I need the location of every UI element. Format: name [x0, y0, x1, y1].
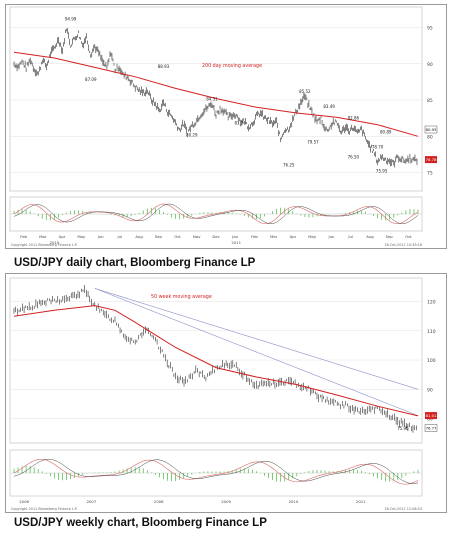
price-label: 78.70	[372, 145, 384, 150]
x-year-label: 2010	[50, 240, 60, 245]
daily-chart-svg: 95 90 85 80 75 200 day moving average 94.99 87.…	[9, 6, 438, 247]
price-label: 94.99	[65, 16, 77, 21]
x-month-label: Jun	[97, 234, 105, 239]
y-tick-label: 110	[427, 329, 436, 335]
price-label: 76.25	[283, 163, 295, 168]
x-month-label: Jul	[347, 234, 353, 239]
y-tick-label: 80	[427, 134, 433, 140]
price-marker-red-label: 81.01	[426, 413, 437, 418]
oscillator-fast-line	[13, 458, 419, 485]
x-month-label: Oct	[405, 234, 412, 239]
weekly-chart-caption: USD/JPY weekly chart, Bloomberg Finance …	[14, 517, 267, 529]
y-tick-label: 85	[427, 98, 433, 104]
price-label: 82.86	[348, 116, 360, 121]
moving-average-annotation: 50 week moving average	[151, 294, 212, 300]
x-month-label: May	[77, 234, 86, 239]
x-month-label: Jan	[231, 234, 238, 239]
oscillator-fast-line	[13, 203, 419, 225]
price-label: 80.29	[186, 132, 198, 137]
x-year-label: 2007	[87, 499, 97, 504]
moving-average-line	[13, 51, 419, 137]
price-marker-last	[424, 424, 438, 432]
timestamp-text: 18-Oct-2011 11:06:53	[384, 507, 422, 511]
weekly-chart-svg: 120 110 100 90 80 50 week moving average 75.95…	[9, 277, 438, 511]
daily-chart-panel: 95 90 85 80 75 200 day moving average 94.99 87.…	[5, 4, 447, 249]
copyright-text: Copyright 2011 Bloomberg Finance L.P.	[11, 507, 77, 511]
x-month-label: Apr	[59, 234, 66, 239]
price-label: 83.49	[323, 104, 335, 109]
x-month-label: Aug	[366, 234, 374, 239]
x-year-label: 2011	[231, 240, 241, 245]
x-year-label: 2010	[289, 499, 299, 504]
y-tick-label: 95	[427, 26, 433, 32]
x-month-label: Dec	[212, 234, 219, 239]
y-tick-label: 100	[427, 358, 436, 364]
x-month-label: Aug	[135, 234, 143, 239]
x-year-label: 2009	[221, 499, 231, 504]
moving-average-line	[13, 305, 419, 417]
x-month-label: Apr	[290, 234, 297, 239]
price-label: 84.51	[206, 97, 218, 102]
price-label: 85.52	[299, 89, 311, 94]
moving-average-annotation: 200 day moving average	[202, 63, 262, 69]
x-month-label: Feb	[20, 234, 27, 239]
price-marker-red	[425, 412, 437, 420]
price-label: 80.89	[380, 129, 392, 134]
x-month-label: Feb	[251, 234, 258, 239]
y-tick-label: 120	[427, 300, 436, 306]
x-month-label: Nov	[193, 234, 201, 239]
y-tick-label: 90	[427, 387, 433, 393]
price-label: 76.50	[348, 155, 360, 160]
price-label: 75.95	[376, 169, 388, 174]
oscillator-slow-line	[13, 203, 419, 225]
x-year-label: 2006	[19, 499, 29, 504]
x-month-label: Jul	[117, 234, 123, 239]
y-tick-label: 75	[427, 171, 433, 177]
trend-line	[94, 288, 419, 390]
x-month-label: May	[308, 234, 317, 239]
timestamp-text: 18-Oct-2011 10:39:16	[384, 243, 422, 247]
price-marker-red-label: 76.78	[426, 157, 437, 162]
x-month-label: Oct	[174, 234, 181, 239]
price-label: 81.30	[235, 121, 247, 126]
x-month-label: Mar	[270, 234, 278, 239]
price-label: 87.09	[85, 77, 97, 82]
oscillator-slow-line	[13, 458, 419, 484]
x-month-label: Sep	[386, 234, 394, 239]
y-tick-label: 80	[427, 417, 433, 423]
y-tick-label: 90	[427, 62, 433, 68]
price-label: 79.57	[307, 140, 319, 145]
x-month-label: Jun	[327, 234, 335, 239]
trend-line	[94, 288, 419, 416]
price-marker-last-label: 76.77	[426, 425, 437, 430]
daily-chart-caption: USD/JPY daily chart, Bloomberg Finance L…	[14, 257, 256, 269]
price-marker-last	[424, 125, 438, 134]
x-month-label: Mar	[39, 234, 47, 239]
price-marker-last-label: 80.93	[426, 127, 437, 132]
price-label: 88.93	[158, 64, 170, 69]
x-month-label: Sep	[155, 234, 163, 239]
x-year-label: 2011	[356, 499, 366, 504]
price-marker-red	[425, 156, 437, 164]
x-year-label: 2008	[154, 499, 164, 504]
weekly-chart-panel: 120 110 100 90 80 50 week moving average 75.95…	[5, 273, 447, 513]
price-plot-frame	[9, 277, 423, 444]
price-label: 75.95	[397, 426, 409, 431]
copyright-text: Copyright 2011 Bloomberg Finance L.P.	[11, 243, 77, 247]
